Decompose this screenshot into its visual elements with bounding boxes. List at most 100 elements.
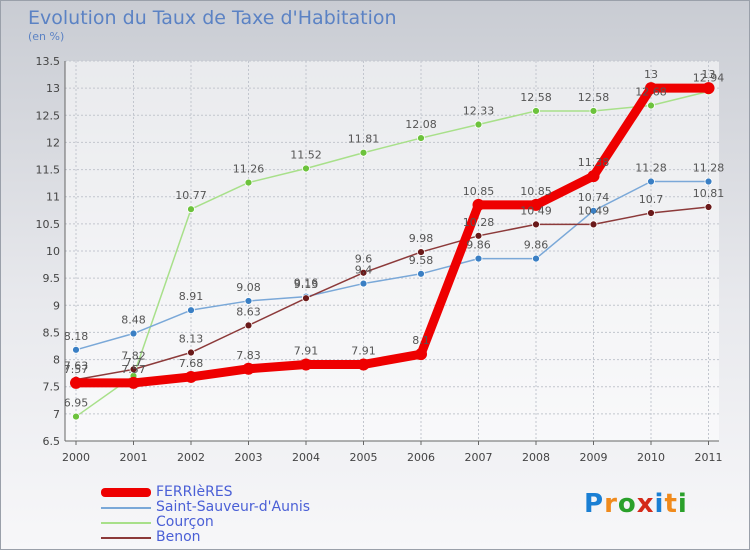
data-point: [647, 177, 655, 186]
y-tick-label: 7: [53, 408, 60, 421]
data-label: 10.28: [463, 216, 495, 229]
data-label: 10.85: [463, 185, 495, 198]
x-tick-label: 2002: [177, 451, 205, 464]
data-point: [589, 220, 598, 229]
data-label: 11.28: [635, 162, 667, 175]
data-label: 8.48: [121, 314, 146, 327]
data-label: 10.49: [578, 204, 610, 217]
data-point: [244, 297, 253, 305]
data-point: [647, 101, 655, 110]
data-point: [359, 279, 368, 288]
data-point: [474, 254, 483, 263]
x-tick-label: 2011: [695, 451, 723, 464]
data-point: [474, 231, 483, 240]
data-point: [129, 329, 138, 338]
data-point: [302, 164, 310, 173]
data-label: 9.86: [524, 239, 549, 252]
data-label: 7.91: [351, 344, 376, 357]
data-label: 9.58: [409, 254, 434, 267]
y-tick-label: 12.5: [36, 109, 61, 122]
x-tick-label: 2007: [465, 451, 493, 464]
y-tick-label: 13.5: [36, 55, 61, 68]
data-point: [532, 220, 540, 229]
data-point: [587, 170, 600, 183]
data-label: 12.58: [520, 91, 552, 104]
data-label: 7.63: [64, 360, 89, 373]
data-label: 10.81: [693, 187, 725, 200]
data-label: 13: [644, 68, 658, 81]
data-label: 13: [702, 68, 716, 81]
series-line-0: [71, 83, 713, 388]
data-point: [302, 294, 310, 303]
data-point: [359, 268, 368, 277]
y-tick-label: 10: [46, 245, 60, 258]
data-point: [530, 198, 542, 211]
legend-swatch: [101, 488, 151, 497]
data-point: [532, 254, 540, 263]
data-label: 9.13: [294, 278, 319, 291]
data-label: 11.52: [290, 148, 322, 161]
data-label: 6.95: [64, 397, 89, 410]
x-tick-label: 2003: [235, 451, 263, 464]
series-line-1: [75, 180, 710, 351]
data-point: [702, 82, 715, 95]
y-tick-label: 11: [46, 191, 60, 204]
legend-swatch: [101, 522, 151, 524]
data-point: [474, 120, 483, 129]
data-label: 12.94: [693, 71, 725, 84]
data-point: [72, 345, 80, 354]
y-tick-label: 6.5: [43, 435, 61, 448]
y-tick-label: 8.5: [43, 326, 61, 339]
data-point: [415, 348, 427, 361]
legend-label: Courçon: [156, 514, 214, 530]
data-label: 11.28: [693, 162, 725, 175]
x-tick-label: 2005: [350, 451, 378, 464]
data-label: 10.74: [578, 191, 610, 204]
data-label: 7.57: [64, 363, 89, 376]
data-label: 7.91: [294, 344, 319, 357]
data-point: [187, 306, 195, 315]
x-tick-label: 2006: [407, 451, 435, 464]
data-label: 8.1: [412, 334, 430, 347]
data-label: 10.85: [520, 185, 552, 198]
chart-subtitle: (en %): [28, 30, 65, 43]
legend-label: FERRIèRES: [156, 484, 233, 500]
data-point: [127, 376, 140, 389]
y-tick-label: 9.5: [43, 272, 61, 285]
legend-label: Saint-Sauveur-d'Aunis: [156, 499, 311, 515]
data-point: [357, 358, 370, 371]
data-label: 7.83: [236, 349, 261, 362]
y-tick-label: 11.5: [36, 164, 61, 177]
series-line-2: [75, 90, 710, 418]
x-tick-label: 2000: [62, 451, 90, 464]
legend-swatch: [101, 537, 151, 539]
data-label: 9.16: [294, 277, 319, 290]
data-label: 11.81: [348, 133, 380, 146]
data-label: 12.33: [463, 105, 495, 118]
data-point: [70, 376, 82, 389]
data-point: [647, 209, 655, 217]
data-label: 10.7: [639, 193, 664, 206]
data-point: [417, 248, 425, 256]
data-label: 8.91: [179, 290, 204, 303]
data-label: 12.58: [578, 91, 610, 104]
y-tick-label: 8: [53, 354, 60, 367]
data-point: [417, 134, 425, 142]
data-label: 8.18: [64, 330, 89, 343]
proxiti-logo: Proxiti: [584, 489, 688, 519]
data-label: 7.7: [125, 356, 143, 369]
x-tick-label: 2001: [120, 451, 148, 464]
data-point: [645, 82, 657, 95]
data-label: 9.08: [236, 281, 261, 294]
y-tick-label: 9: [53, 299, 60, 312]
data-point: [417, 269, 425, 278]
data-point: [72, 412, 80, 421]
data-point: [244, 321, 253, 330]
data-point: [704, 177, 713, 186]
data-label: 10.77: [175, 189, 207, 202]
data-label: 8.63: [236, 305, 261, 318]
data-label: 9.4: [355, 264, 373, 277]
data-label: 7.82: [121, 349, 146, 362]
y-tick-label: 12: [46, 136, 60, 149]
